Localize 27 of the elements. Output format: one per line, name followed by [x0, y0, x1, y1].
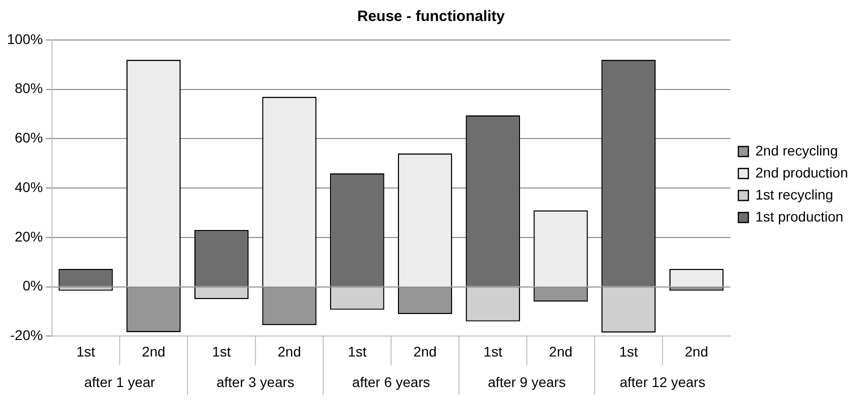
- legend-label: 1st production: [755, 208, 844, 224]
- x-tick-label: 1st: [212, 343, 231, 360]
- x-tick-label: 2nd: [142, 343, 166, 360]
- y-tick-label: 20%: [14, 228, 43, 244]
- legend-label: 1st recycling: [755, 186, 834, 202]
- y-tick-label: 40%: [14, 178, 43, 195]
- x-tick-label: 1st: [484, 343, 502, 360]
- y-tick-label: 100%: [6, 30, 43, 47]
- y-tick-label: -20%: [10, 327, 43, 344]
- chart-title: Reuse - functionality: [357, 8, 506, 26]
- y-tick-label: 80%: [14, 80, 43, 96]
- x-tick-label: 1st: [619, 343, 638, 360]
- x-tick-label: 2nd: [684, 343, 708, 360]
- text: after 12 years: [620, 374, 706, 390]
- legend-label: 2nd recycling: [755, 142, 838, 158]
- text: after 1 year: [84, 374, 156, 390]
- text: after 3 years: [216, 374, 294, 390]
- x-tick-label: 1st: [76, 343, 96, 360]
- text: after 9 years: [488, 374, 566, 390]
- x-tick-label: 1st: [348, 343, 367, 360]
- y-tick-label: 0%: [22, 278, 43, 294]
- x-tick-label: 2nd: [278, 343, 301, 360]
- x-tick-label: 2nd: [549, 343, 572, 360]
- y-tick-label: 60%: [14, 130, 43, 146]
- x-tick-label: 2nd: [413, 343, 437, 360]
- text: after 6 years: [352, 374, 430, 390]
- legend-label: 2nd production: [755, 164, 848, 180]
